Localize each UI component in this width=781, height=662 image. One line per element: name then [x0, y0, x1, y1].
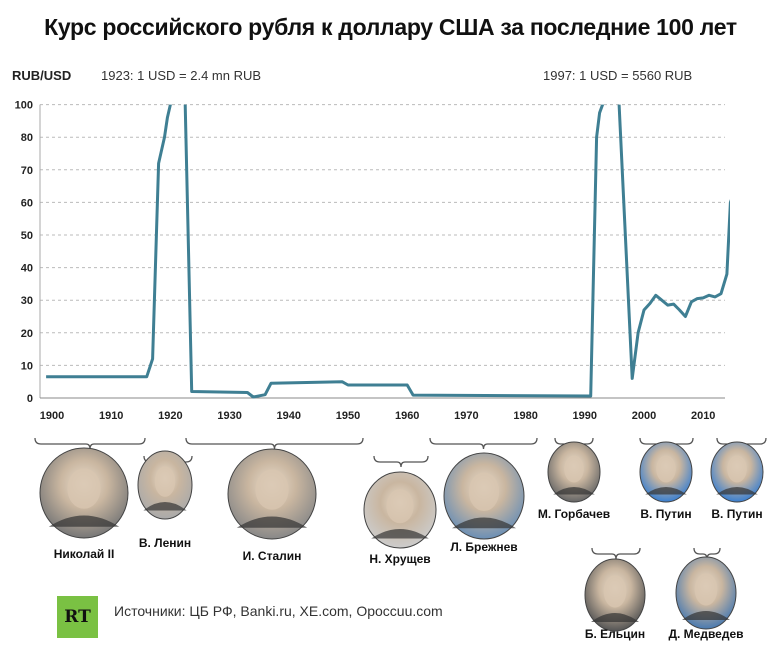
y-tick-label: 0: [27, 393, 33, 405]
leader-name-label: И. Сталин: [243, 549, 302, 563]
x-tick-label: 1950: [336, 410, 360, 422]
portrait-shoulders: [645, 487, 687, 495]
x-tick-label: 1920: [158, 410, 182, 422]
portrait-face: [727, 455, 747, 483]
portrait-shoulders: [682, 611, 730, 620]
y-tick-label: 10: [21, 360, 33, 372]
portrait-face: [154, 466, 176, 497]
bracket: [185, 437, 364, 450]
bracket: [373, 455, 429, 468]
y-tick-label: 70: [21, 165, 33, 177]
y-tick-label: 80: [21, 132, 33, 144]
portrait-face: [694, 573, 718, 606]
portrait-face: [603, 575, 627, 608]
portrait-face: [564, 455, 584, 483]
leader-name-label: Д. Медведев: [668, 627, 743, 641]
bracket: [429, 437, 538, 450]
x-tick-label: 2000: [632, 410, 656, 422]
y-tick-label: 50: [21, 230, 33, 242]
series-line-rub-usd: [46, 104, 730, 399]
x-tick-label: 1960: [395, 410, 419, 422]
bracket: [34, 437, 146, 450]
portrait-face: [468, 472, 500, 512]
leader-name-label: В. Путин: [640, 507, 691, 521]
y-tick-label: 60: [21, 197, 33, 209]
portrait-shoulders: [716, 487, 758, 495]
leader-name-label: М. Горбачев: [538, 507, 610, 521]
portrait-face: [386, 489, 414, 524]
portrait-shoulders: [236, 516, 308, 528]
bracket: [591, 547, 641, 560]
portrait-shoulders: [452, 517, 516, 529]
portrait-shoulders: [553, 487, 595, 495]
x-tick-label: 1970: [454, 410, 478, 422]
sources-text: Источники: ЦБ РФ, Banki.ru, XE.com, Opoc…: [114, 603, 443, 619]
leader-name-label: Николай II: [54, 547, 115, 561]
leader-name-label: В. Путин: [711, 507, 762, 521]
portrait-face: [67, 468, 101, 509]
annotation-1997: 1997: 1 USD = 5560 RUB: [543, 68, 692, 83]
leader-name-label: Н. Хрущев: [369, 552, 430, 566]
portrait-face: [656, 455, 676, 483]
x-tick-label: 2010: [691, 410, 715, 422]
leader-name-label: В. Ленин: [139, 536, 191, 550]
portrait-shoulders: [143, 502, 187, 511]
portrait-shoulders: [48, 515, 120, 527]
leader-name-label: Б. Ельцин: [585, 627, 645, 641]
y-tick-label: 100: [15, 100, 33, 112]
x-tick-label: 1940: [277, 410, 301, 422]
x-tick-label: 1910: [99, 410, 123, 422]
chart-title: Курс российского рубля к доллару США за …: [44, 14, 737, 40]
annotation-1923: 1923: 1 USD = 2.4 mn RUB: [101, 68, 261, 83]
y-tick-label: 20: [21, 328, 33, 340]
rt-logo: RT: [57, 596, 98, 638]
y-axis-label: RUB/USD: [12, 68, 71, 83]
portrait-face: [255, 469, 289, 510]
x-tick-label: 1990: [573, 410, 597, 422]
portrait-shoulders: [591, 613, 639, 622]
x-tick-label: 1980: [513, 410, 537, 422]
x-tick-label: 1900: [40, 410, 64, 422]
portrait-shoulders: [371, 529, 429, 539]
x-tick-label: 1930: [217, 410, 241, 422]
leader-name-label: Л. Брежнев: [450, 540, 517, 554]
y-tick-label: 30: [21, 295, 33, 307]
y-tick-label: 40: [21, 263, 33, 275]
